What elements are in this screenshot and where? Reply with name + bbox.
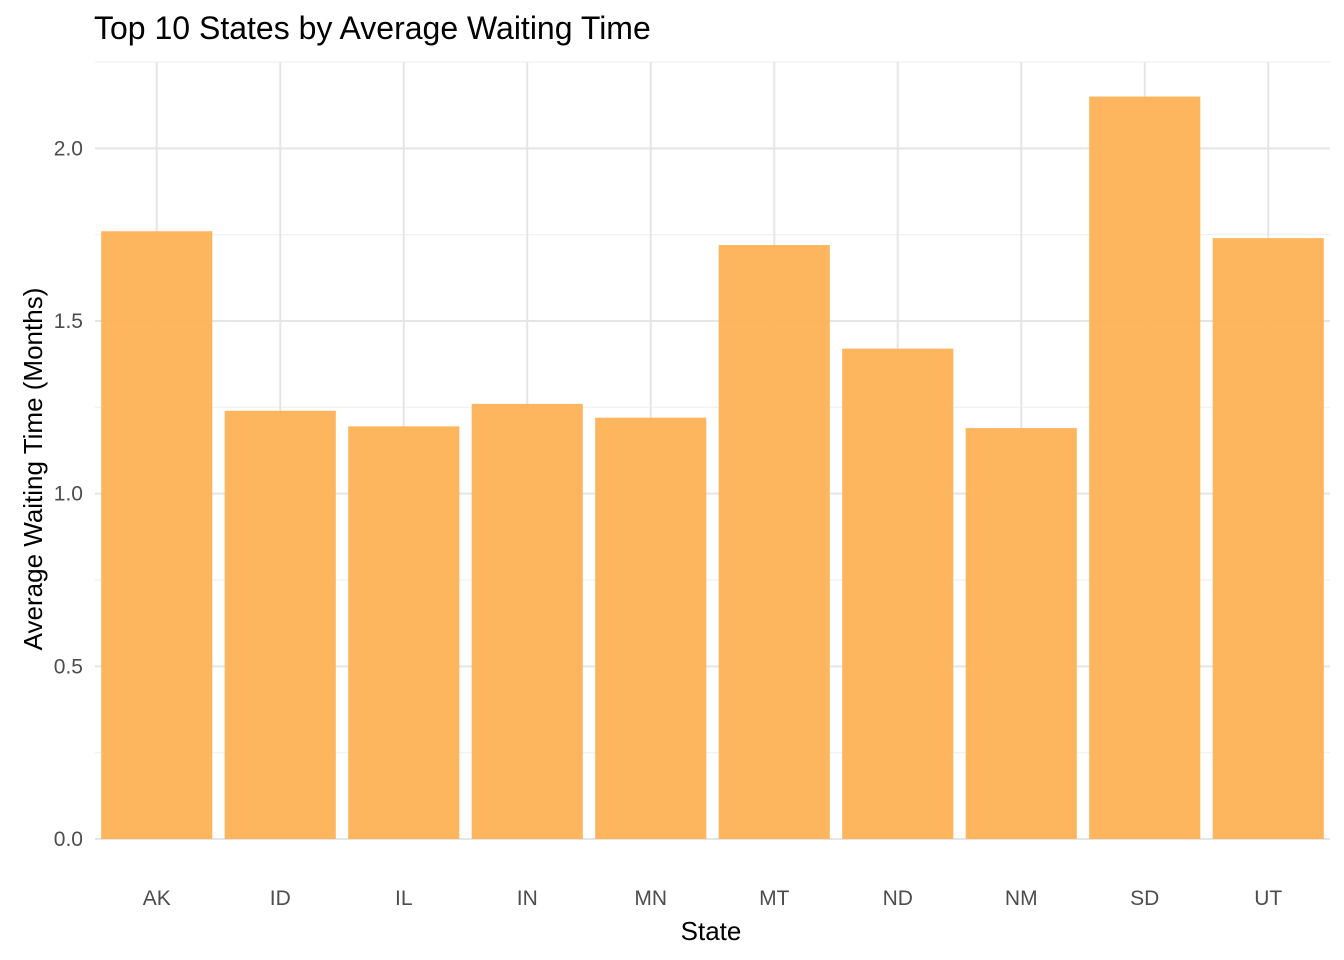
bar-ak [101, 231, 213, 840]
x-tick-label: SD [1130, 887, 1159, 910]
bar-nd [842, 348, 954, 839]
bars [101, 96, 1324, 840]
x-tick-label: IL [395, 887, 413, 910]
chart-title: Top 10 States by Average Waiting Time [94, 10, 651, 46]
x-tick-label: UT [1254, 887, 1282, 910]
x-tick-label: NM [1005, 887, 1038, 910]
x-axis-title: State [681, 916, 742, 946]
bar-il [348, 426, 460, 839]
x-tick-label: ND [883, 887, 913, 910]
y-tick-label: 1.5 [54, 310, 83, 333]
x-tick-label: MT [759, 887, 789, 910]
y-tick-label: 2.0 [54, 137, 83, 160]
x-tick-label: IN [517, 887, 538, 910]
y-tick-label: 1.0 [54, 483, 83, 506]
bar-nm [965, 428, 1077, 839]
bar-in [471, 403, 583, 839]
bar-mn [595, 417, 707, 839]
bar-ut [1212, 238, 1324, 839]
x-tick-label: AK [143, 887, 171, 910]
bar-mt [718, 245, 830, 839]
y-tick-label: 0.5 [54, 655, 83, 678]
x-tick-label: MN [634, 887, 667, 910]
x-tick-label: ID [270, 887, 291, 910]
y-axis-title: Average Waiting Time (Months) [18, 288, 48, 651]
bar-id [224, 410, 336, 839]
x-axis-ticks: AK ID IL IN MN MT ND NM SD UT [143, 887, 1283, 910]
y-axis-ticks: 0.0 0.5 1.0 1.5 2.0 [54, 137, 83, 851]
bar-sd [1089, 96, 1201, 840]
y-tick-label: 0.0 [54, 828, 83, 851]
